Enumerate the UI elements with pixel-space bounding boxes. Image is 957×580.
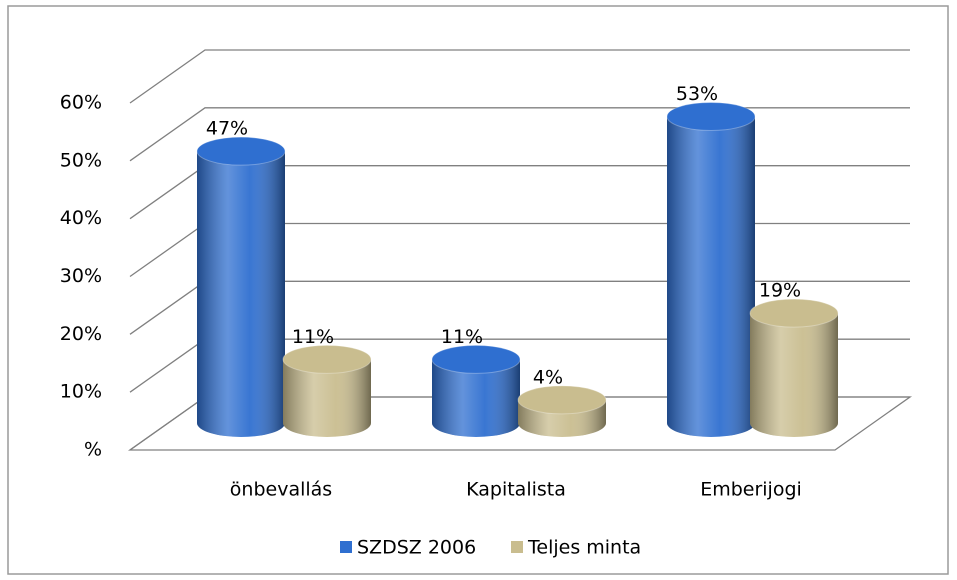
x-tick-label: Emberijogi: [700, 479, 802, 501]
bar-shade: [197, 151, 285, 437]
y-tick-label: 50%: [60, 149, 102, 171]
bar-top: [666, 101, 756, 131]
bar-top: [196, 136, 286, 166]
grid-line: [129, 107, 910, 162]
value-label: 53%: [676, 83, 718, 105]
bar-top: [431, 344, 521, 374]
y-tick-label: 10%: [60, 381, 102, 403]
legend-label: SZDSZ 2006: [357, 537, 476, 559]
y-tick-label: 30%: [60, 265, 102, 287]
legend-label: Teljes minta: [527, 537, 641, 559]
bar-shade: [283, 359, 371, 437]
value-label: 11%: [441, 326, 483, 348]
y-tick-label: %: [84, 439, 102, 461]
y-tick-label: 20%: [60, 323, 102, 345]
bar-top: [749, 298, 839, 328]
bar-shade: [667, 116, 755, 437]
y-tick-label: 60%: [60, 92, 102, 114]
bar-top: [282, 344, 372, 374]
x-tick-label: Kapitalista: [466, 479, 566, 501]
x-tick-label: önbevallás: [230, 479, 332, 501]
value-label: 47%: [206, 118, 248, 140]
bar-top: [517, 385, 607, 415]
y-tick-label: 40%: [60, 207, 102, 229]
value-label: 11%: [292, 326, 334, 348]
grid-line: [129, 49, 910, 104]
legend-swatch: [511, 541, 523, 553]
value-label: 19%: [759, 280, 801, 302]
bar-shade: [750, 313, 838, 437]
chart-frame: [7, 5, 949, 575]
legend-swatch: [340, 541, 352, 553]
bar-shade: [432, 359, 520, 437]
value-label: 4%: [533, 366, 563, 388]
